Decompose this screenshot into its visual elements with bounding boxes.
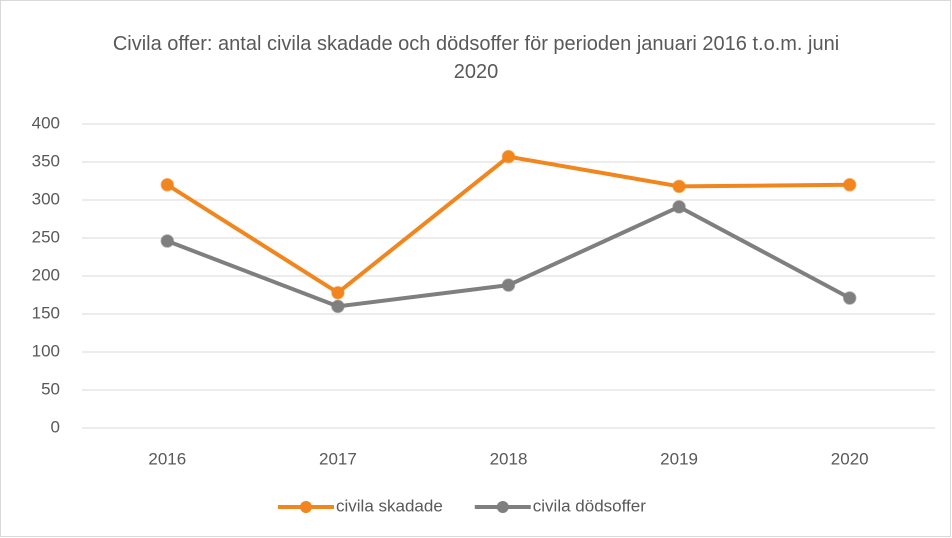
y-tick-label: 350 [32, 151, 60, 170]
y-tick-label: 50 [41, 379, 60, 398]
point [672, 200, 686, 214]
point [501, 278, 516, 292]
point [331, 285, 345, 300]
x-tick-label: 2018 [490, 449, 528, 468]
y-tick-label: 100 [32, 341, 60, 360]
point [842, 178, 857, 192]
legend-marker [300, 501, 312, 513]
legend-marker [496, 501, 509, 513]
x-tick-label: 2017 [319, 449, 357, 468]
series-line [166, 154, 850, 295]
legend-label: civila skadade [336, 496, 443, 515]
y-tick-label: 0 [51, 417, 60, 436]
point [842, 291, 857, 305]
y-tick-label: 200 [32, 265, 60, 284]
point [160, 234, 175, 248]
x-tick-label: 2019 [660, 449, 698, 468]
y-tick-label: 400 [32, 113, 60, 132]
point [501, 149, 516, 164]
point [331, 299, 345, 314]
chart-title: Civila offer: antal civila skadade och d… [112, 33, 840, 83]
legend-label: civila dödsoffer [533, 496, 646, 515]
x-tick-label: 2020 [831, 449, 869, 468]
point [672, 179, 686, 194]
point [160, 178, 175, 192]
y-tick-label: 150 [32, 303, 60, 322]
y-tick-label: 250 [32, 227, 60, 246]
y-tick-label: 300 [32, 189, 60, 208]
x-tick-label: 2016 [148, 449, 186, 468]
